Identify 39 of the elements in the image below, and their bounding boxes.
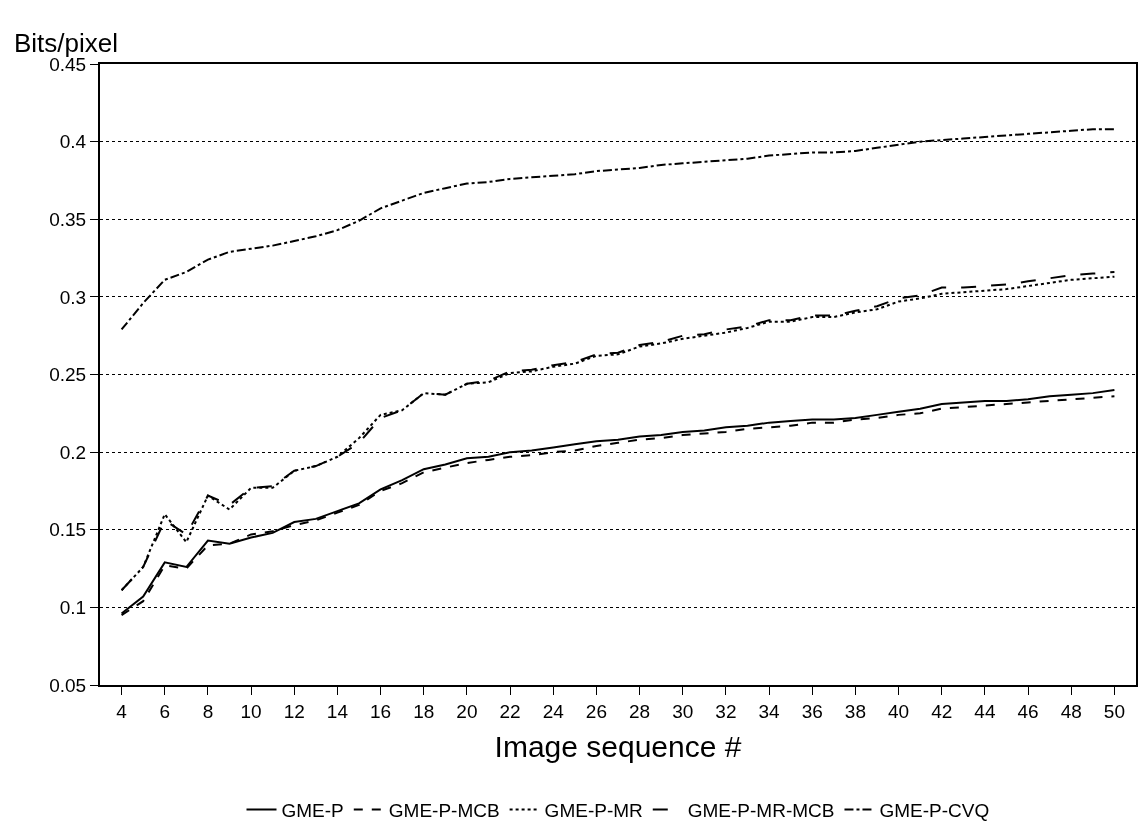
x-tick-label: 42	[931, 700, 953, 722]
x-tick-label: 38	[844, 700, 866, 722]
y-axis-title: Bits/pixel	[14, 28, 119, 58]
y-tick-label: 0.1	[59, 597, 87, 619]
x-tick-label: 36	[801, 700, 823, 722]
x-tick-label: 8	[202, 700, 214, 722]
y-tick-label: 0.3	[59, 286, 87, 308]
legend-label: GME-P-MR-MCB	[687, 799, 835, 821]
x-tick-label: 18	[413, 700, 435, 722]
x-tick-label: 34	[758, 700, 781, 722]
x-tick-label: 10	[240, 700, 262, 722]
x-tick-label: 46	[1017, 700, 1039, 722]
x-tick-label: 30	[672, 700, 694, 722]
x-tick-label: 22	[499, 700, 521, 722]
legend-label: GME-P-CVQ	[879, 799, 990, 821]
x-tick-label: 48	[1060, 700, 1082, 722]
y-tick-label: 0.35	[49, 208, 87, 230]
x-tick-label: 24	[542, 700, 565, 722]
legend-label: GME-P-MR	[544, 799, 643, 821]
legend-label: GME-P	[281, 799, 344, 821]
y-tick-label: 0.2	[59, 441, 87, 463]
legend-label: GME-P-MCB	[388, 799, 500, 821]
x-tick-label: 26	[585, 700, 607, 722]
y-tick-label: 0.05	[49, 674, 87, 696]
x-axis-title: Image sequence #	[494, 729, 742, 763]
x-tick-label: 28	[629, 700, 651, 722]
x-tick-label: 4	[116, 700, 128, 722]
y-tick-label: 0.4	[59, 131, 87, 153]
x-tick-label: 20	[456, 700, 478, 722]
x-tick-label: 44	[974, 700, 996, 722]
y-tick-label: 0.15	[49, 519, 87, 541]
x-tick-label: 50	[1103, 700, 1125, 722]
x-tick-label: 12	[283, 700, 305, 722]
y-tick-label: 0.25	[49, 364, 87, 386]
x-tick-label: 32	[715, 700, 737, 722]
x-tick-label: 14	[326, 700, 349, 722]
x-tick-label: 16	[370, 700, 392, 722]
x-tick-label: 40	[888, 700, 910, 722]
x-tick-label: 6	[159, 700, 171, 722]
